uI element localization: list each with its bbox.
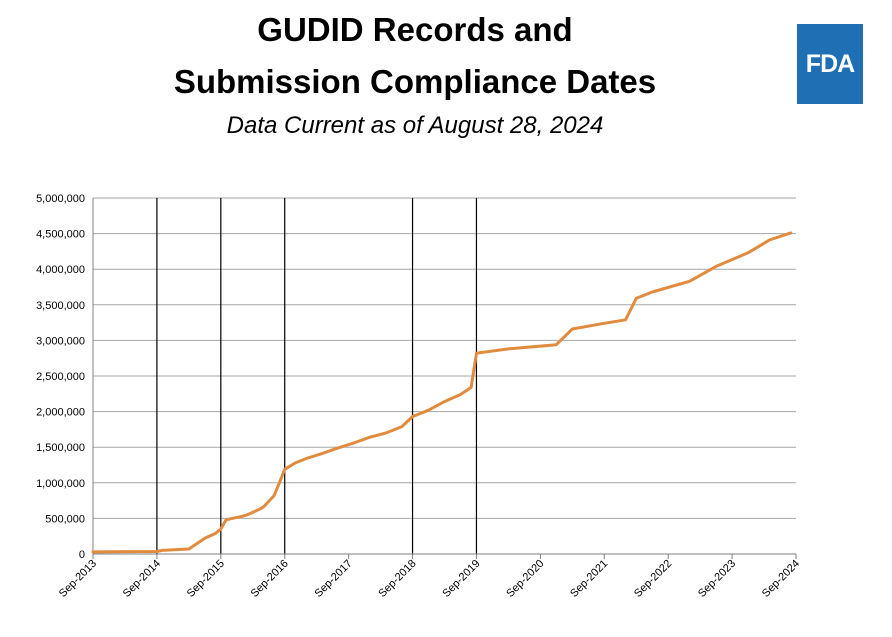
y-tick-label: 500,000 [45,513,85,525]
gudid-records-line [91,231,793,554]
y-tick-label: 2,000,000 [36,407,85,419]
x-tick-label: Sep-2024 [760,558,802,600]
y-tick-label: 1,500,000 [36,442,85,454]
y-tick-label: 3,000,000 [36,335,85,347]
compliance-date-markers [156,198,478,554]
y-tick-label: 4,500,000 [36,229,85,241]
x-tick-label: Sep-2016 [249,558,291,600]
chart-title-line-1: GUDID Records and [257,11,573,48]
fda-logo: FDA [797,24,863,104]
x-tick-label: Sep-2018 [376,558,418,600]
y-tick-label: 2,500,000 [36,371,85,383]
x-tick-label: Sep-2013 [57,558,99,600]
y-tick-label: 0 [79,549,85,561]
chart-title-line-2: Submission Compliance Dates [173,63,657,100]
x-tick-label: Sep-2021 [568,558,610,600]
axes: 0 500,000 1,000,000 1,500,000 2,000,000 2,500… [36,193,802,600]
x-tick-label: Sep-2022 [632,558,674,600]
y-tick-label: 3,500,000 [36,300,85,312]
x-tick-label: Sep-2020 [504,558,546,600]
series-layer [91,231,793,554]
x-tick-label: Sep-2019 [440,558,482,600]
x-tick-label: Sep-2017 [313,558,355,600]
gridlines [93,197,796,519]
chart-subtitle: Data Current as of August 28, 2024 [226,112,604,139]
x-tick-label: Sep-2014 [121,558,163,600]
y-tick-label: 5,000,000 [36,193,85,205]
y-tick-label: 4,000,000 [36,264,85,276]
x-tick-label: Sep-2015 [185,558,227,600]
x-tick-label: Sep-2023 [696,558,738,600]
y-tick-label: 1,000,000 [36,478,85,490]
